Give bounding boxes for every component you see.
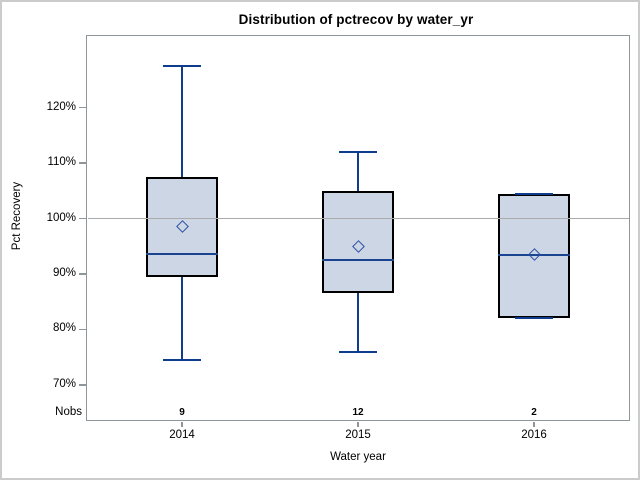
box-iqr [322, 190, 394, 294]
upper-whisker [357, 152, 359, 191]
y-axis-tick [79, 273, 86, 275]
x-axis-category-label: 2014 [169, 429, 195, 441]
y-axis-tick [79, 328, 86, 331]
upper-whisker [181, 66, 183, 177]
y-axis-tick [79, 384, 86, 386]
y-axis-tick-label: 110% [47, 156, 76, 169]
y-axis-tick-label: 80% [52, 322, 76, 335]
box-iqr [498, 193, 570, 319]
reference-line-100pct [87, 217, 629, 220]
lower-whisker-cap [515, 317, 553, 320]
upper-whisker-cap [515, 192, 553, 195]
upper-whisker-cap [339, 151, 377, 154]
lower-whisker-cap [339, 350, 377, 353]
lower-whisker [357, 293, 359, 352]
x-axis-category-label: 2015 [345, 429, 371, 441]
chart-title: Distribution of pctrecov by water_yr [238, 12, 474, 27]
box-iqr [146, 176, 218, 277]
lower-whisker-cap [163, 358, 201, 361]
y-axis-tick-label: 90% [52, 267, 76, 280]
nobs-value: 12 [352, 407, 364, 418]
y-axis-tick [79, 162, 86, 164]
x-axis-tick [357, 421, 359, 427]
y-axis-tick-label: 100% [46, 211, 76, 224]
x-axis-title: Water year [330, 451, 386, 463]
y-axis-tick-label: 70% [52, 377, 76, 390]
lower-whisker [181, 276, 183, 360]
y-axis-title: Pct Recovery [11, 181, 23, 251]
y-axis-tick [79, 217, 86, 220]
upper-whisker-cap [163, 65, 201, 68]
x-axis-category-label: 2016 [521, 429, 547, 441]
nobs-value: 9 [179, 407, 185, 418]
nobs-value: 2 [531, 407, 537, 418]
median-line [146, 252, 218, 255]
x-axis-tick [533, 421, 535, 427]
x-axis-tick [181, 421, 183, 427]
median-line [498, 253, 570, 256]
y-axis-tick [79, 106, 86, 109]
y-axis-tick-label: 120% [46, 100, 76, 113]
median-line [322, 259, 394, 262]
nobs-row-header: Nobs [55, 406, 82, 418]
